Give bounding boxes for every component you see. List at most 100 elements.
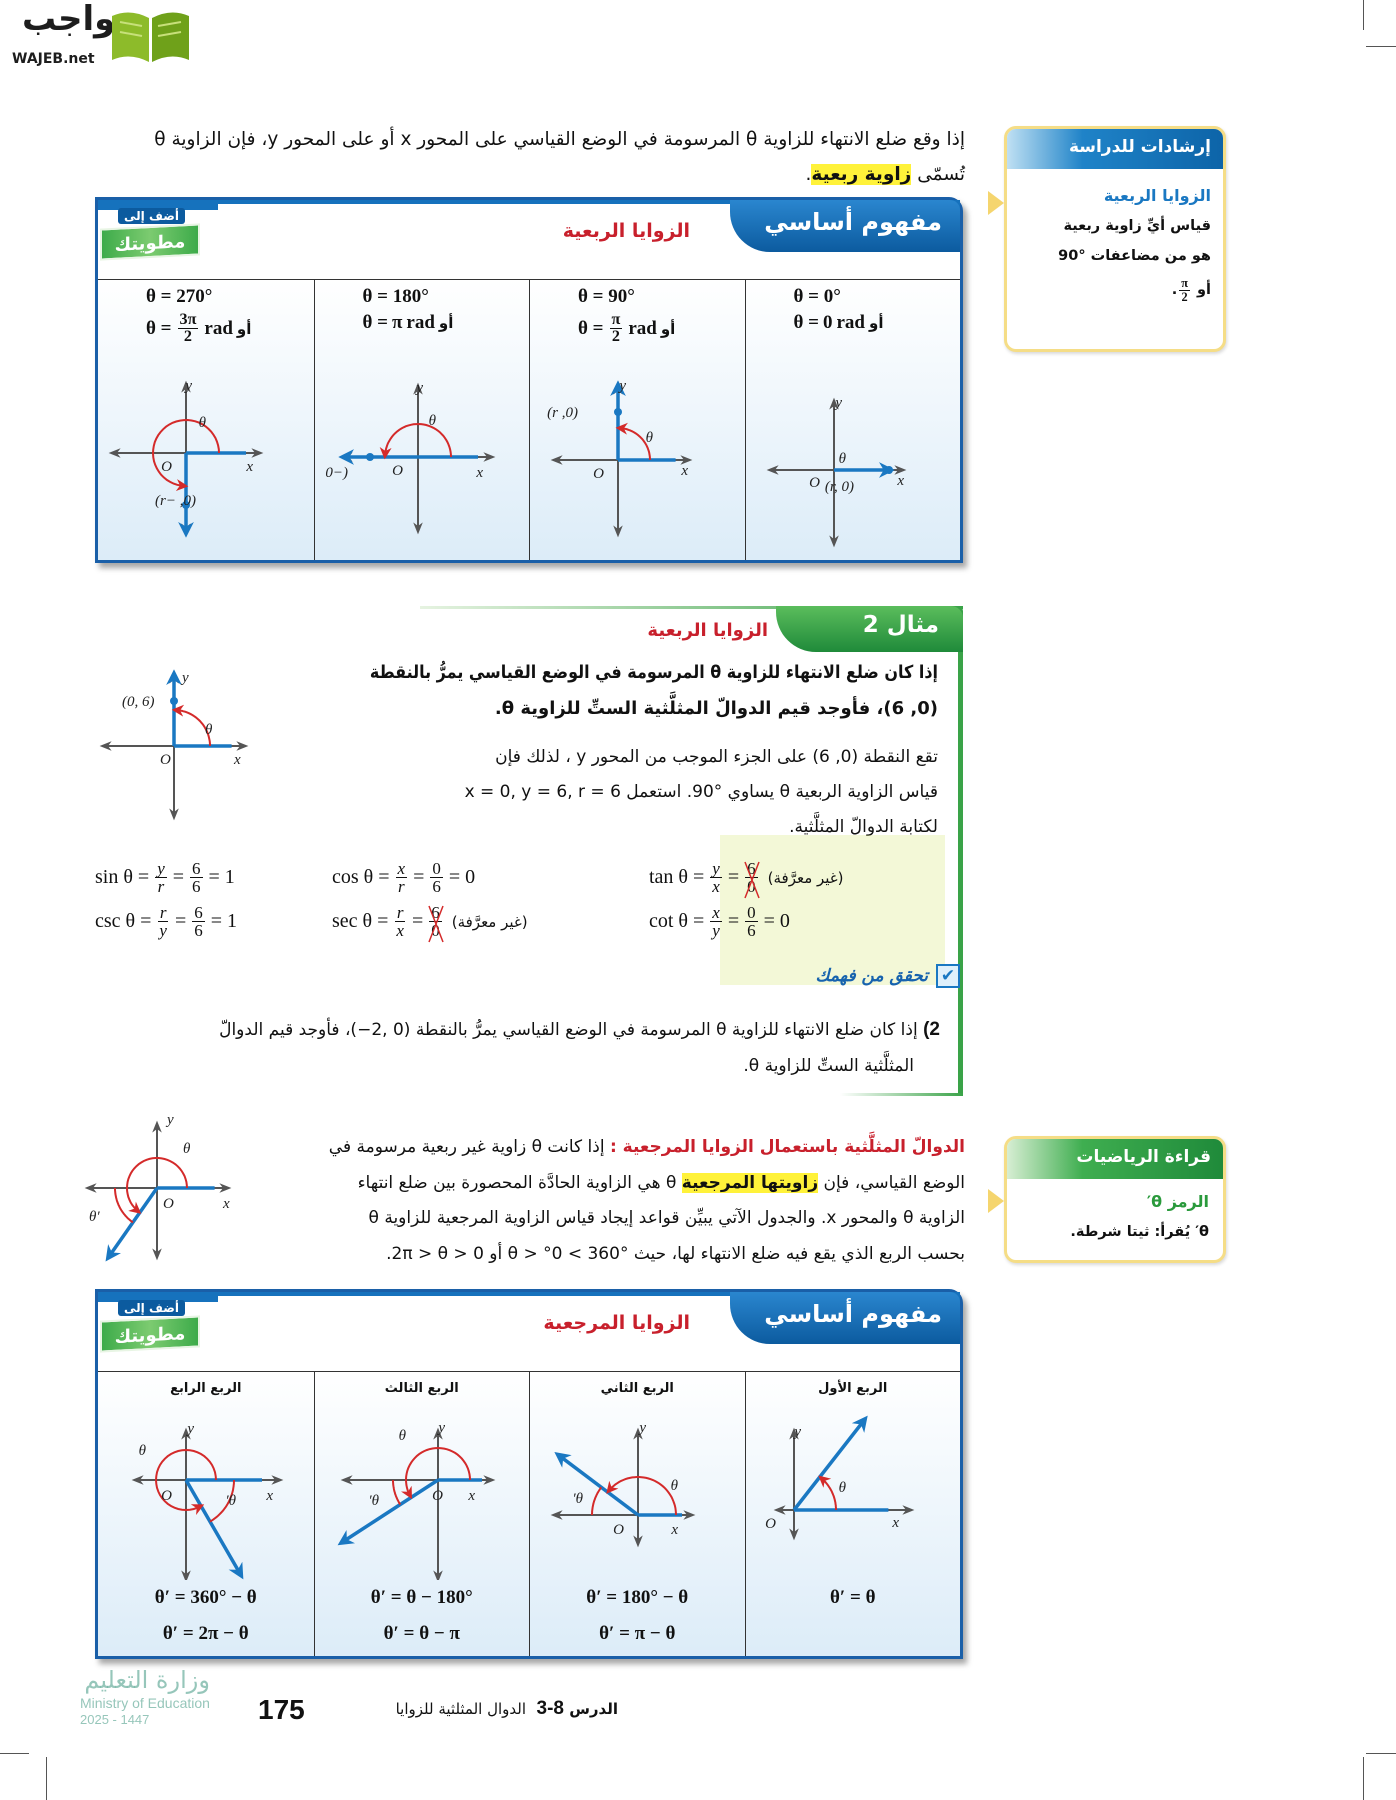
- point-marker: [182, 501, 190, 509]
- x-label: x: [891, 1515, 899, 1531]
- y-label: y: [414, 380, 423, 396]
- reference-angle-term: زاويتها المرجعية: [681, 1172, 819, 1193]
- x-label: x: [896, 473, 904, 489]
- numerator: 3π: [177, 311, 199, 330]
- numerator: 6: [192, 903, 205, 922]
- theta-label: θ: [139, 1443, 147, 1459]
- pointer-triangle: [988, 1189, 1004, 1213]
- crop-mark: [46, 1757, 47, 1800]
- o-label: O: [161, 459, 172, 475]
- example-right-rule: [958, 606, 963, 1096]
- radian-measure: θ = 0 rad أو: [794, 312, 884, 334]
- or-text: أو: [1197, 282, 1211, 298]
- y-label: y: [792, 1424, 801, 1440]
- intro-text: تُسمّى: [911, 164, 965, 185]
- crop-mark: [0, 1753, 29, 1754]
- logo-arabic: واجب: [22, 0, 116, 39]
- period: .: [1171, 282, 1178, 298]
- reference-arc: [591, 1486, 603, 1515]
- theta_prime-label: θ′: [89, 1209, 100, 1225]
- radian-measure: θ = 3π 2 rad أو: [146, 311, 251, 346]
- reference-heading: الدوالّ المثلَّثية باستعمال الزوايا المر…: [609, 1137, 965, 1157]
- example-bottom-rule: [840, 1093, 963, 1096]
- theta-label: θ: [205, 722, 213, 738]
- theta-label: θ: [199, 415, 207, 431]
- theta-arc: [817, 1475, 837, 1510]
- reference-arc: [391, 1480, 401, 1506]
- solution-line: قياس الزاوية الربعية θ يساوي °90. استعمل…: [464, 782, 938, 802]
- reading-math-box: قراءة الرياضيات الرمز θ′ θ′ يُقرأ: ثيتا …: [988, 1136, 1226, 1263]
- denominator: 6: [194, 921, 203, 940]
- o-label: O: [163, 1196, 174, 1212]
- pointer-triangle: [988, 191, 1004, 215]
- crop-mark: [1366, 1753, 1396, 1754]
- lhs: θ =: [793, 312, 820, 333]
- lhs: θ =: [146, 317, 172, 339]
- terminal-side: [105, 1186, 159, 1262]
- reading-math-header: قراءة الرياضيات: [1007, 1139, 1223, 1179]
- intro-text: .: [805, 164, 812, 185]
- key-concept-quadrantal-angles: مفهوم أساسي الزوايا الربعية أضف إلى مطوي…: [95, 197, 963, 563]
- theta-label: θ: [428, 413, 436, 429]
- point-marker: [884, 466, 893, 474]
- example-solution: تقع النقطة (0, 6) على الجزء الموجب من ال…: [370, 740, 938, 845]
- foldable-badge[interactable]: أضف إلى مطويتك: [98, 208, 206, 261]
- x-label: x: [222, 1196, 230, 1212]
- quadrantal-angle-diagram: x y Oθ (−r, 0): [323, 380, 495, 535]
- undefined-note: (غير معرَّفة): [767, 868, 844, 887]
- angle-arc: [379, 422, 452, 460]
- denominator: y: [159, 921, 167, 940]
- wajeb-logo[interactable]: واجب WAJEB.net: [8, 2, 193, 70]
- function-result: = 0: [763, 910, 790, 932]
- reference-line: الزاوية θ والمحور x. والجدول الآتي يبيِّ…: [368, 1208, 965, 1228]
- numerator: y: [710, 859, 722, 878]
- denominator: 2: [183, 328, 192, 346]
- example-top-rule: [420, 606, 963, 609]
- footer-lesson: الدرس 8-3 الدوال المثلثية للزوايا: [318, 1698, 618, 1720]
- book-icon: [112, 12, 189, 63]
- intro-line-1: إذا وقع ضلع الانتهاء للزاوية θ المرسومة …: [154, 129, 965, 150]
- o-label: O: [392, 463, 403, 479]
- denominator: x: [712, 877, 720, 896]
- unit: rad: [628, 317, 657, 339]
- angle-arc: [615, 422, 651, 460]
- denominator: 2: [1181, 289, 1188, 304]
- y-label: y: [165, 1112, 174, 1128]
- x-label: x: [475, 465, 483, 481]
- foldable-badge[interactable]: أضف إلى مطويتك: [98, 1300, 206, 1353]
- denominator: 0: [747, 877, 756, 896]
- study-tip-line: هو من مضاعفات °90: [1058, 248, 1211, 264]
- o-label: O: [161, 1488, 172, 1504]
- reading-math-title: الرمز θ′: [1146, 1192, 1209, 1211]
- or-text: أو: [438, 314, 454, 332]
- unit: rad: [406, 312, 435, 333]
- reference-line: الوضع القياسي، فإن: [818, 1172, 966, 1193]
- checkmark-icon: ✔: [936, 964, 960, 988]
- function-name: cos θ =: [332, 866, 390, 888]
- reference-formula: θ′ = 180° − θ: [586, 1587, 689, 1608]
- denominator: 6: [747, 921, 756, 940]
- crop-mark: [1363, 0, 1364, 30]
- radian-value: π: [392, 312, 403, 333]
- point-label: (r, 0): [824, 479, 853, 495]
- denominator: 6: [432, 877, 441, 896]
- o-label: O: [432, 1488, 443, 1504]
- reference-arc: [114, 1188, 134, 1224]
- terminal-side: [792, 1415, 868, 1512]
- quadrant-header: الربع الرابع: [170, 1381, 242, 1396]
- reference-formula: θ′ = θ − 180°: [370, 1587, 473, 1608]
- degree-measure: θ = 270°: [146, 286, 213, 307]
- exercise-line: المثلَّثية الستِّ للزاوية θ.: [743, 1056, 914, 1076]
- numerator: x: [395, 859, 408, 878]
